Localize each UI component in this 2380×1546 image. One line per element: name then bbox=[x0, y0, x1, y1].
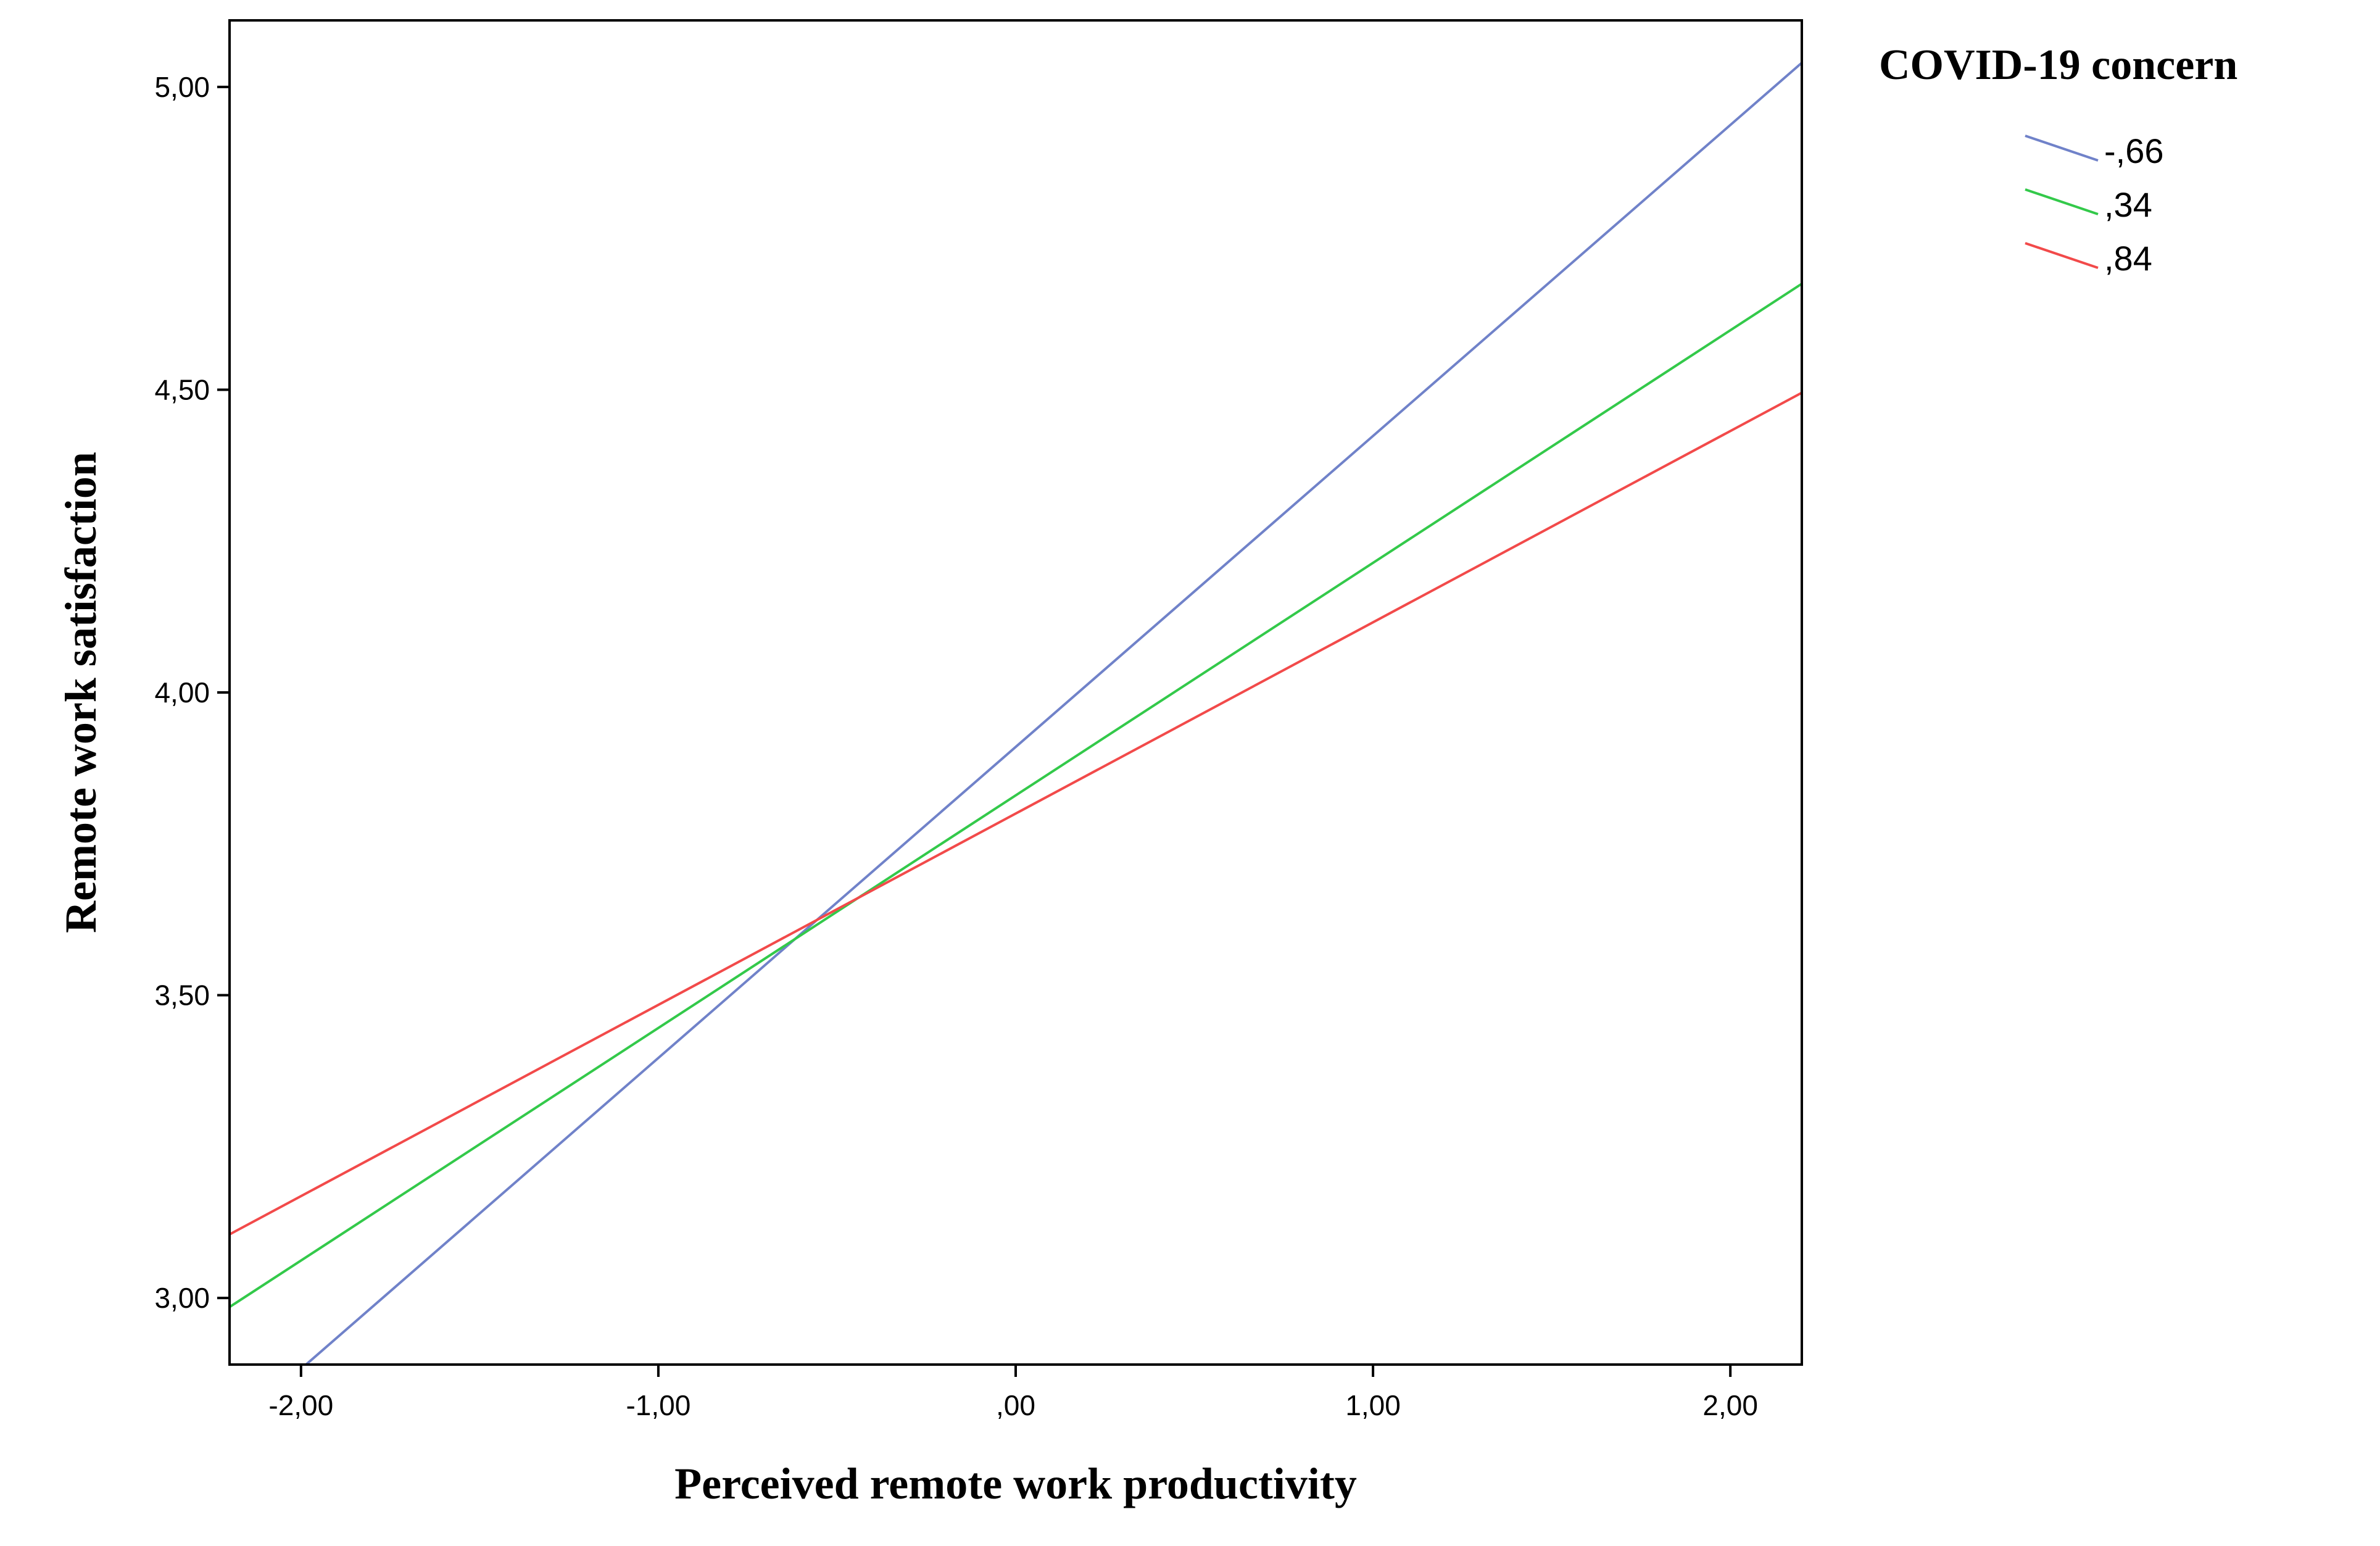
series-line-2 bbox=[230, 391, 1802, 1236]
legend-swatch-1 bbox=[2025, 188, 2099, 215]
legend-label-2: ,84 bbox=[2104, 239, 2152, 278]
plot-lines bbox=[230, 62, 1802, 1365]
legend: COVID-19 concern -,66 ,34 ,84 bbox=[1879, 41, 2237, 278]
x-tick-label: 2,00 bbox=[1702, 1389, 1758, 1421]
y-axis-title: Remote work satisfaction bbox=[56, 452, 106, 933]
legend-label-0: -,66 bbox=[2104, 131, 2164, 170]
legend-label-1: ,34 bbox=[2104, 185, 2152, 224]
x-axis-title: Perceived remote work productivity bbox=[674, 1459, 1357, 1508]
y-tick-label: 4,00 bbox=[154, 676, 210, 709]
y-tick-label: 5,00 bbox=[154, 71, 210, 103]
legend-title: COVID-19 concern bbox=[1879, 41, 2237, 89]
series-line-1 bbox=[230, 283, 1802, 1308]
y-tick-label: 3,00 bbox=[154, 1282, 210, 1314]
y-tick-label: 3,50 bbox=[154, 979, 210, 1012]
x-tick-label: -2,00 bbox=[268, 1389, 333, 1421]
x-tick-label: ,00 bbox=[996, 1389, 1035, 1421]
legend-swatch-2 bbox=[2025, 242, 2099, 269]
y-tick-label: 4,50 bbox=[154, 373, 210, 405]
y-axis: 3,00 3,50 4,00 4,50 5,00 bbox=[154, 71, 230, 1314]
x-axis: -2,00 -1,00 ,00 1,00 2,00 bbox=[268, 1365, 1758, 1421]
plot-frame bbox=[228, 19, 1803, 1366]
legend-swatch-0 bbox=[2025, 135, 2099, 162]
legend-entries: -,66 ,34 ,84 bbox=[2025, 131, 2164, 278]
series-line-0 bbox=[304, 62, 1802, 1365]
x-tick-label: -1,00 bbox=[626, 1389, 690, 1421]
x-tick-label: 1,00 bbox=[1345, 1389, 1401, 1421]
